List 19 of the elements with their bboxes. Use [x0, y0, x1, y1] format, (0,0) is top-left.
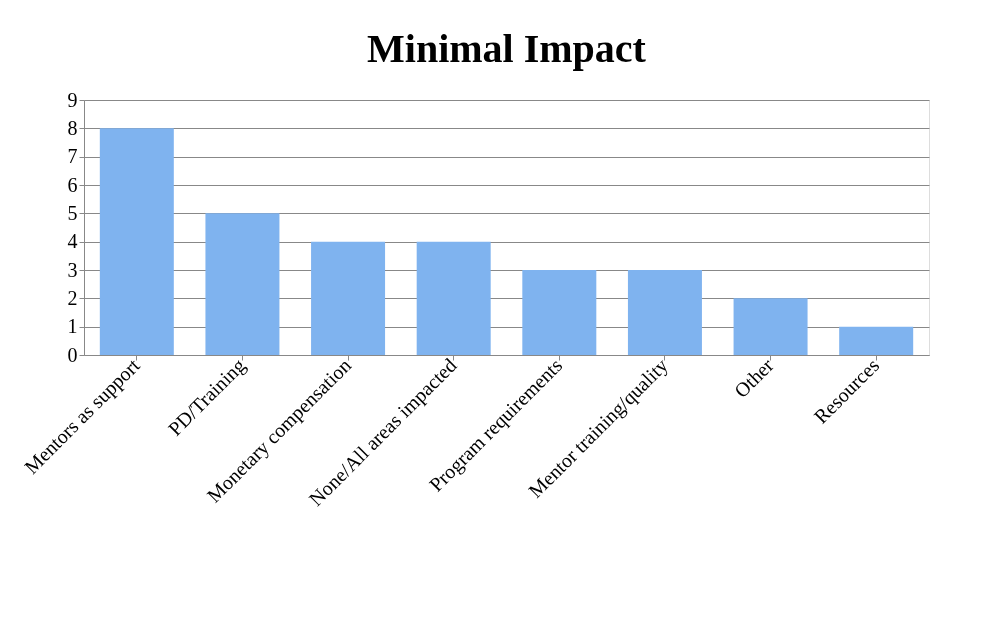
y-tick-label: 0	[67, 343, 78, 366]
bar	[205, 213, 280, 355]
y-tick-label: 8	[67, 116, 78, 139]
bar	[839, 326, 914, 355]
bar	[311, 241, 386, 355]
y-tick-label: 7	[67, 145, 78, 168]
bar	[522, 270, 597, 355]
y-tick-label: 4	[67, 230, 78, 253]
y-tick-label: 5	[67, 201, 78, 224]
chart-title: Minimal Impact	[367, 26, 647, 71]
y-tick-label: 2	[67, 286, 78, 309]
bar	[733, 298, 808, 355]
bar	[627, 270, 702, 355]
y-tick-label: 9	[67, 88, 78, 111]
y-tick-label: 3	[67, 258, 78, 281]
bar	[416, 241, 491, 355]
bar	[99, 128, 174, 355]
y-tick-label: 6	[67, 173, 78, 196]
y-tick-label: 1	[67, 315, 78, 338]
